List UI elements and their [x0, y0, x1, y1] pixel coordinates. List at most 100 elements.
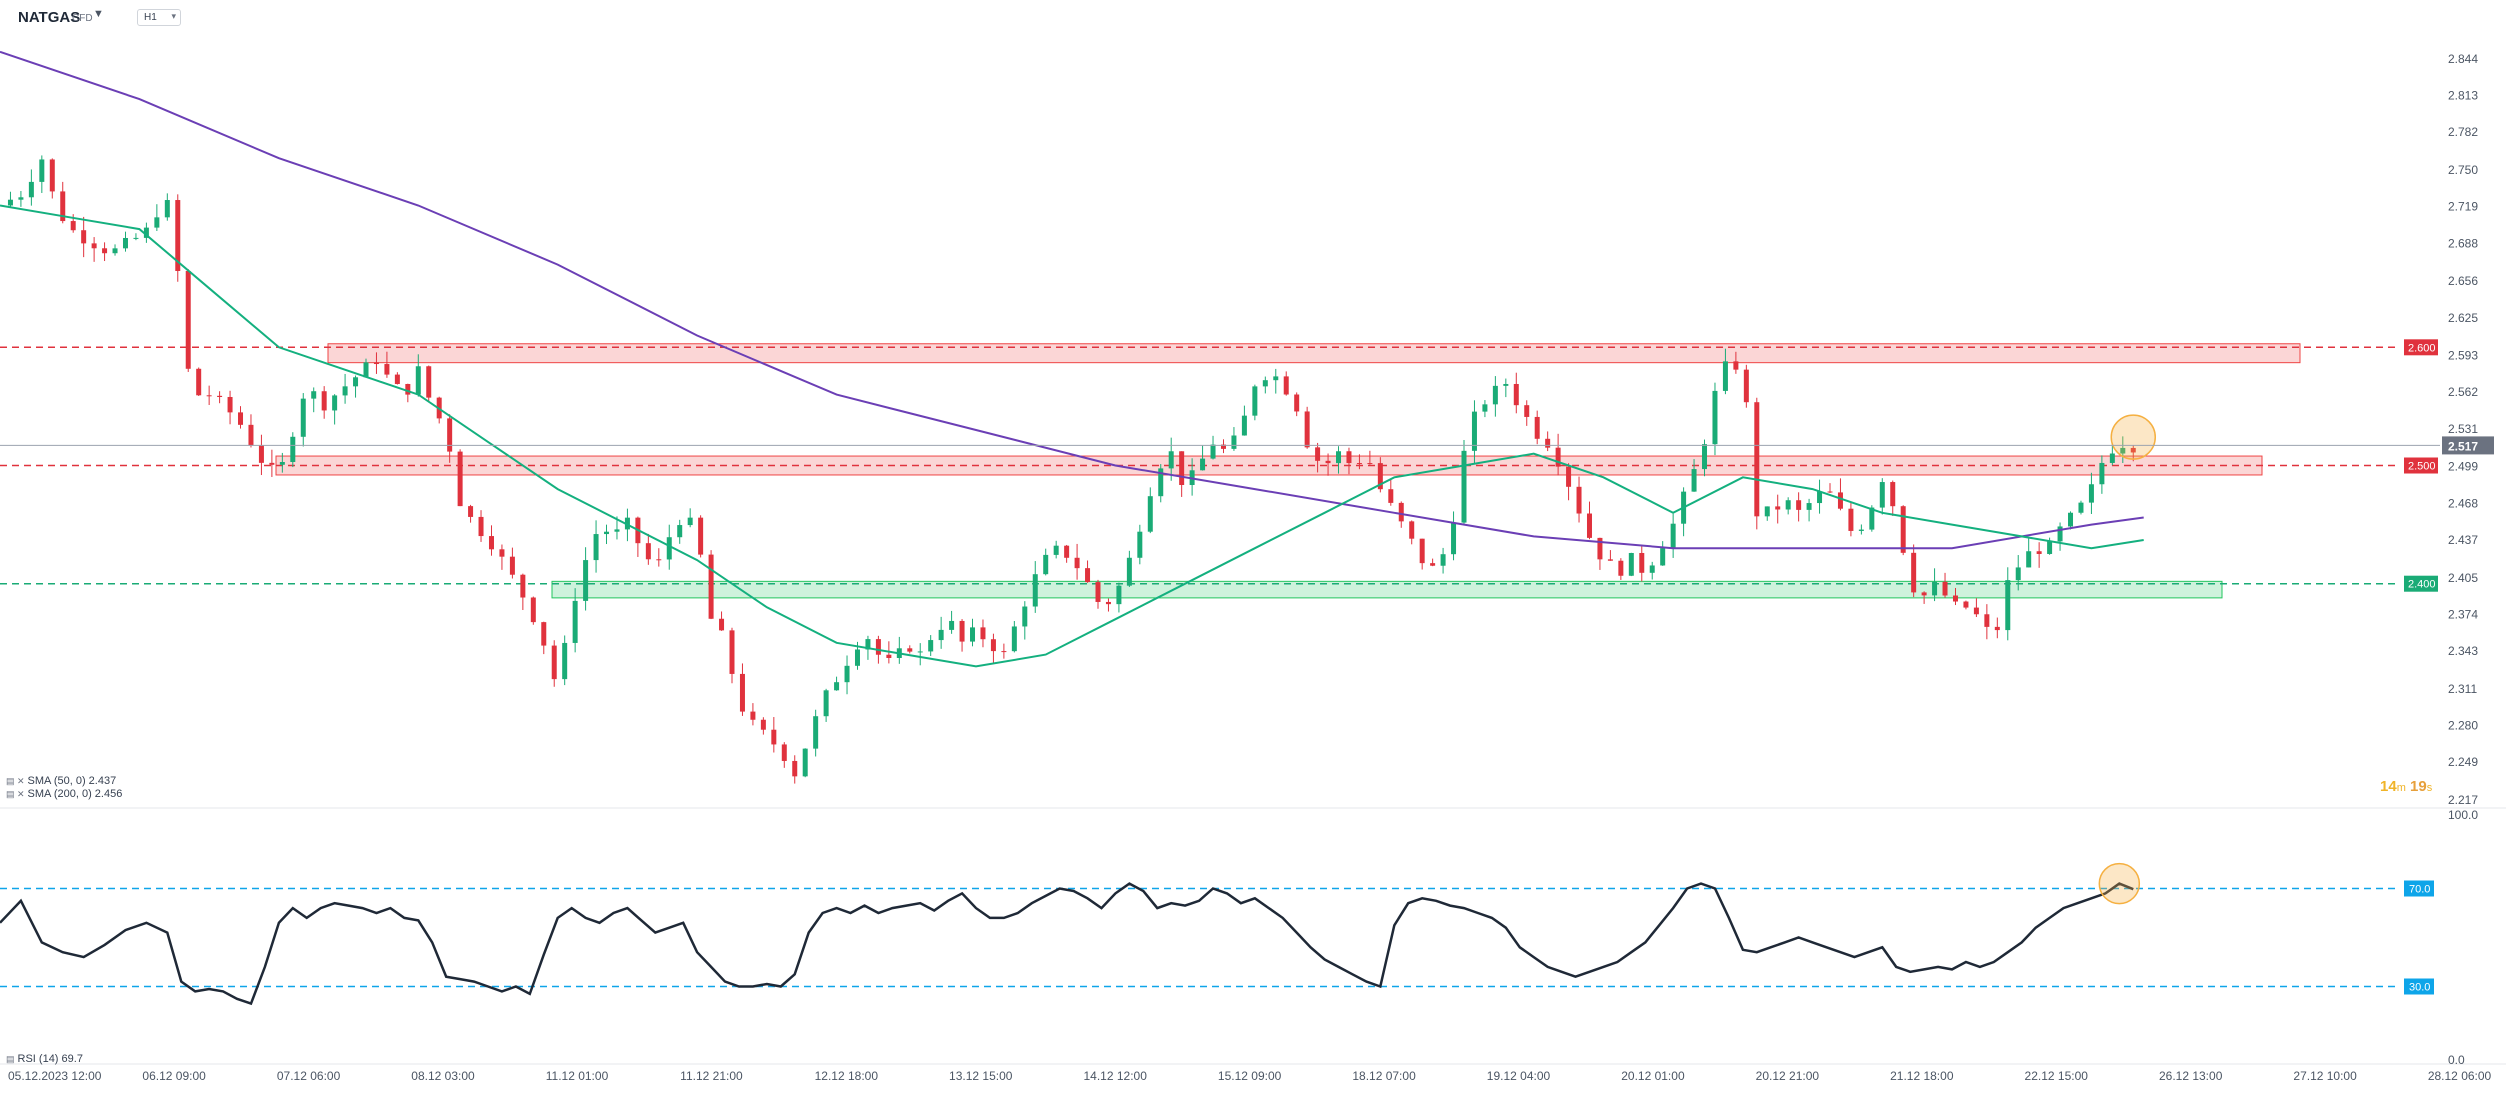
candle-body — [102, 248, 108, 254]
candle-body — [1346, 451, 1352, 464]
candle-body — [1377, 463, 1383, 490]
sma200-legend[interactable]: ▤ ✕ SMA (200, 0) 2.456 — [6, 788, 123, 800]
current-price-badge — [2442, 436, 2494, 455]
candle-body — [917, 651, 923, 653]
candle-body — [1440, 554, 1446, 566]
rsi-tick-label: 100.0 — [2448, 808, 2478, 822]
candle-body — [238, 412, 244, 425]
candle-body — [1628, 552, 1634, 576]
instrument-type: CFD — [72, 13, 93, 24]
candle-body — [164, 200, 170, 218]
candle-body — [1116, 585, 1122, 605]
price-tick-label: 2.656 — [2448, 274, 2478, 288]
sma50-line — [0, 204, 2144, 668]
chevron-down-icon: ▾ — [171, 11, 176, 21]
time-tick-label: 11.12 01:00 — [546, 1069, 609, 1083]
level-badge-label: 2.400 — [2408, 579, 2436, 591]
candle-body — [1660, 548, 1666, 566]
settings-icon[interactable]: ▤ — [6, 1054, 15, 1064]
symbol-name[interactable]: NATGAS — [18, 9, 81, 26]
level-badge — [2404, 575, 2438, 592]
candle-body — [1367, 463, 1373, 465]
candle-body — [2109, 453, 2115, 463]
candle-body — [520, 574, 526, 598]
symbol-dropdown-icon[interactable]: ▼ — [93, 8, 104, 20]
level-zone — [327, 343, 2301, 364]
sma50-legend[interactable]: ▤ ✕ SMA (50, 0) 2.437 — [6, 775, 117, 787]
level-zone — [275, 455, 2263, 476]
candle-body — [122, 237, 128, 249]
candle-body — [1409, 521, 1415, 539]
candle-body — [1806, 503, 1812, 510]
candle-body — [980, 627, 986, 640]
candle-body — [739, 673, 745, 712]
level-badge — [2404, 339, 2438, 356]
candle-body — [321, 391, 327, 411]
candle-body — [1074, 557, 1080, 569]
time-tick-label: 20.12 21:00 — [1756, 1069, 1820, 1083]
timeframe-selector[interactable]: H1 ▾ — [137, 9, 181, 26]
candle-body — [823, 690, 829, 717]
candle-body — [834, 682, 840, 691]
candle-body — [1001, 651, 1007, 653]
candle-body — [1785, 500, 1791, 510]
candle-body — [1158, 468, 1164, 497]
candle-body — [290, 436, 296, 462]
candle-body — [1011, 626, 1017, 652]
candle-body — [415, 366, 421, 395]
candle-body — [1262, 380, 1268, 387]
candle-body — [426, 366, 432, 398]
candle-body — [614, 529, 620, 532]
price-tick-label: 2.280 — [2448, 719, 2478, 733]
rsi-level-label: 70.0 — [2409, 884, 2430, 896]
candle-body — [1733, 361, 1739, 370]
candle-body — [1963, 601, 1969, 608]
candle-body — [509, 556, 515, 575]
price-tick-label: 2.468 — [2448, 496, 2478, 510]
candle-body — [28, 181, 34, 198]
candle-body — [875, 639, 881, 655]
price-axis: 2.844 2.813 2.782 2.750 2.719 2.688 2.656 2.625… — [0, 52, 2494, 807]
candle-body — [18, 197, 24, 200]
price-tick-label: 2.531 — [2448, 422, 2478, 436]
candle-body — [1388, 489, 1394, 503]
candle-body — [1032, 574, 1038, 607]
candle-body — [2130, 447, 2136, 453]
candle-body — [1576, 486, 1582, 514]
candle-body — [1315, 447, 1321, 461]
price-tick-label: 2.499 — [2448, 460, 2478, 474]
rsi-legend[interactable]: ▤ RSI (14) 69.7 — [6, 1053, 83, 1065]
candle-body — [541, 622, 547, 646]
candle-body — [1691, 469, 1697, 492]
candle-body — [562, 642, 568, 680]
candle-body — [1639, 552, 1645, 573]
candle-body — [1294, 394, 1300, 412]
candle-body — [1722, 361, 1728, 391]
price-tick-label: 2.405 — [2448, 571, 2478, 585]
rsi-level-label: 30.0 — [2409, 982, 2430, 994]
candle-body — [405, 383, 411, 395]
candle-body — [2099, 462, 2105, 485]
candle-body — [2047, 541, 2053, 554]
candle-body — [813, 716, 819, 749]
candle-body — [91, 243, 97, 249]
candle-body — [687, 517, 693, 526]
candle-body — [886, 654, 892, 658]
candle-body — [938, 629, 944, 641]
candle-body — [49, 159, 55, 192]
candle-body — [1607, 559, 1613, 561]
candle-body — [1566, 466, 1572, 487]
time-tick-label: 18.12 07:00 — [1352, 1069, 1416, 1083]
candle-body — [1252, 386, 1258, 416]
candle-body — [1702, 444, 1708, 470]
candle-body — [363, 362, 369, 378]
settings-icon[interactable]: ▤ ✕ — [6, 776, 25, 786]
time-tick-label: 08.12 03:00 — [411, 1069, 475, 1083]
candle-body — [70, 221, 76, 231]
time-tick-label: 27.12 10:00 — [2293, 1069, 2357, 1083]
candle-body — [1775, 506, 1781, 510]
candle-body — [844, 665, 850, 683]
settings-icon[interactable]: ▤ ✕ — [6, 789, 25, 799]
candle-body — [373, 362, 379, 365]
